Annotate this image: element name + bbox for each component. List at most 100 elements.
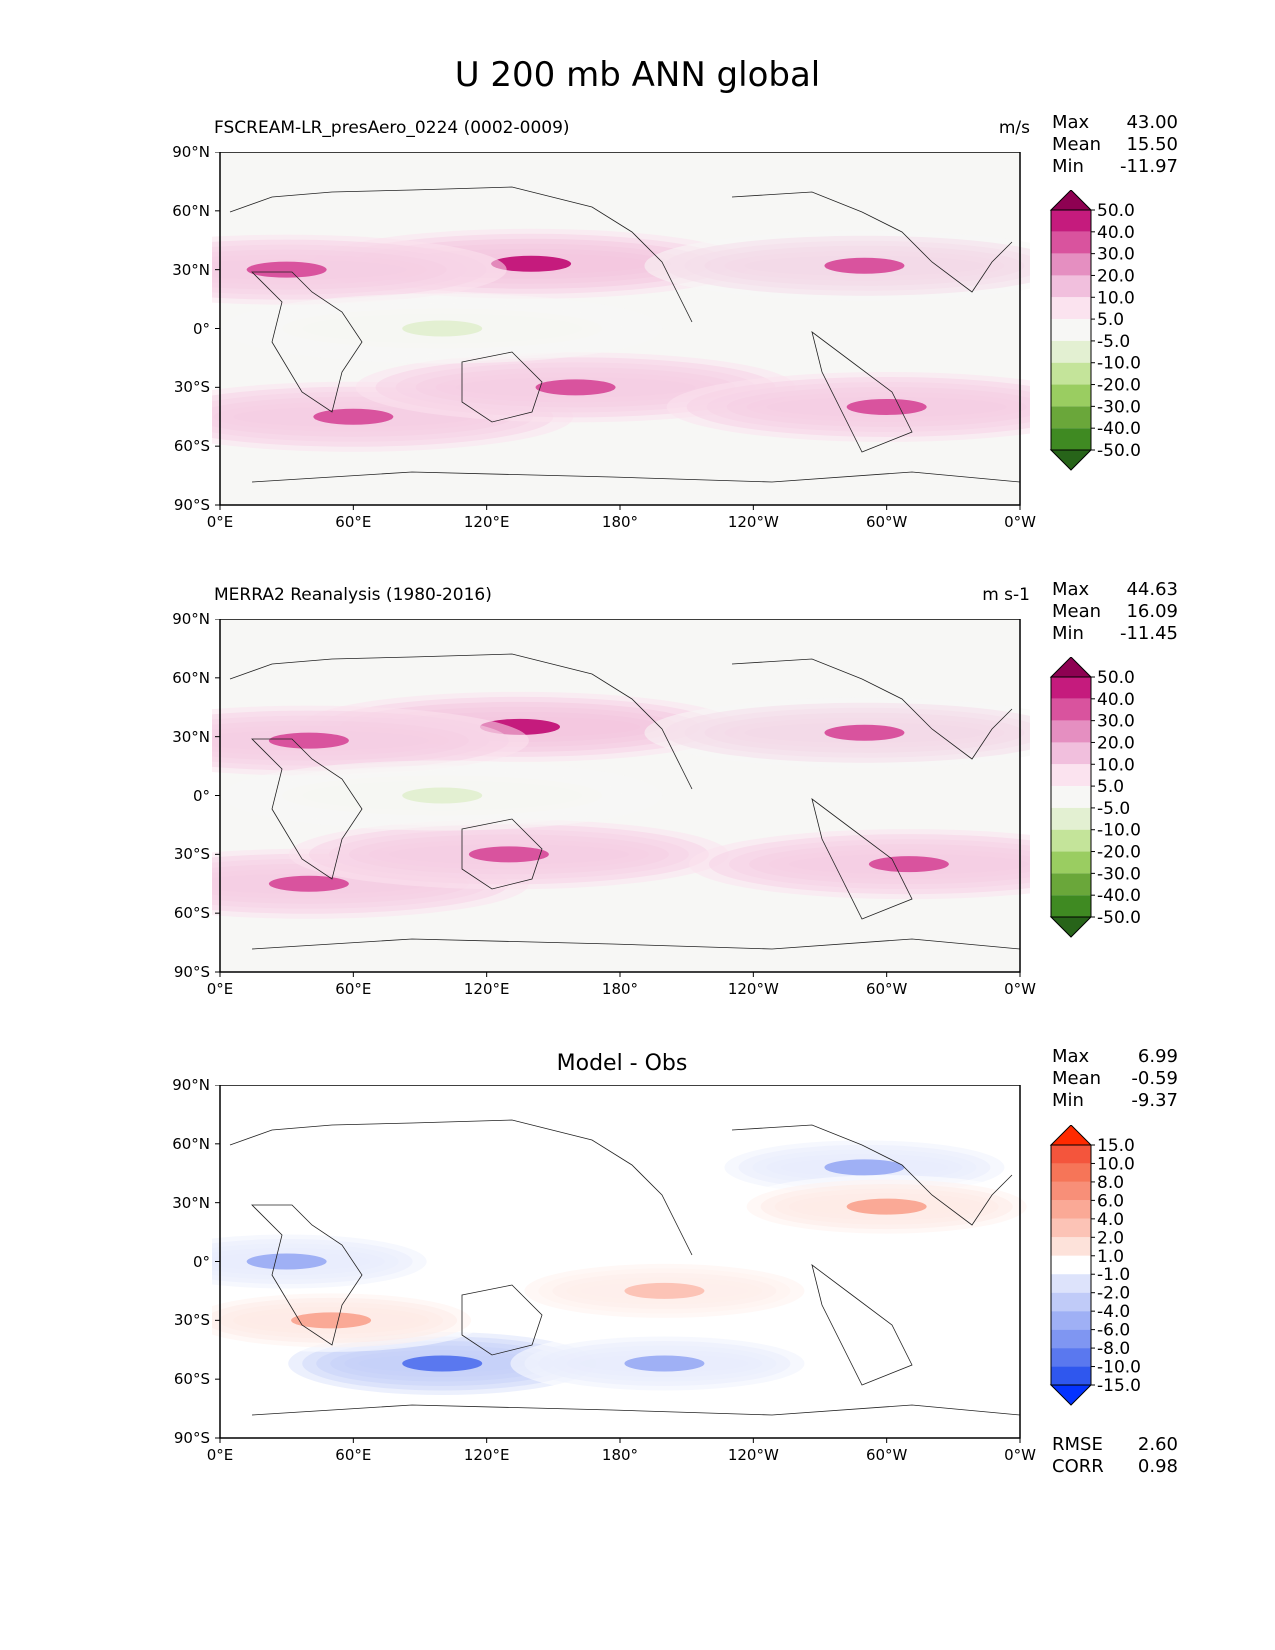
y-tick-label: 30°N — [172, 727, 210, 746]
metric-label: RMSE — [1052, 1434, 1103, 1455]
colorbar-tick-label: 50.0 — [1097, 668, 1135, 688]
x-tick-label: 0°W — [1004, 980, 1036, 998]
y-tick-label: 60°S — [173, 437, 210, 456]
colorbar-segment — [1051, 253, 1091, 276]
y-tick-label: 0° — [192, 786, 210, 805]
stat-label: Max — [1052, 1046, 1090, 1067]
stat-min: Min -11.45 — [1052, 623, 1178, 645]
y-tick-label: 30°N — [172, 260, 210, 279]
colorbar-segment — [1051, 895, 1091, 917]
y-tick-label: 60°S — [173, 904, 210, 923]
y-tick-label: 60°N — [172, 201, 210, 220]
y-tick-label: 30°S — [173, 1311, 210, 1330]
colorbar-segment — [1051, 1292, 1091, 1312]
field-extremum — [268, 875, 349, 892]
stat-label: Max — [1052, 579, 1090, 600]
stat-mean: Mean 15.50 — [1052, 134, 1178, 156]
x-tick-label: 0°W — [1004, 513, 1036, 531]
panel-title-left: FSCREAM-LR_presAero_0224 (0002-0009) — [214, 118, 570, 138]
coastline — [251, 1404, 1021, 1416]
coastline — [731, 191, 1013, 293]
colorbar-segment — [1051, 807, 1091, 830]
colorbar-tick-label: 20.0 — [1097, 733, 1135, 753]
colorbar-tick-label: -5.0 — [1097, 799, 1130, 819]
colorbar-segment — [1051, 851, 1091, 874]
colorbar-tick-label: -15.0 — [1097, 1376, 1141, 1396]
map-plot — [212, 619, 1030, 977]
x-tick-label: 120°W — [727, 1446, 779, 1464]
panel-title-center: Model - Obs — [556, 1051, 688, 1076]
colorbar-segment — [1051, 1329, 1091, 1349]
y-tick-label: 30°N — [172, 1193, 210, 1212]
field-extremum — [824, 257, 905, 274]
colorbar-segment — [1051, 384, 1091, 407]
field-extremum — [868, 856, 949, 873]
x-tick-label: 120°E — [463, 980, 510, 998]
colorbar-segment — [1051, 231, 1091, 254]
field-extremum — [246, 1253, 327, 1270]
stat-max: Max 6.99 — [1052, 1046, 1178, 1068]
metric-label: CORR — [1052, 1456, 1104, 1477]
panel-obs: MERRA2 Reanalysis (1980-2016) m s-1 Max 4… — [0, 0, 1275, 977]
colorbar-tick-label: 1.0 — [1097, 1247, 1124, 1267]
colorbar-segment — [1051, 210, 1091, 232]
colorbar-segment — [1051, 406, 1091, 429]
field-extremum — [402, 787, 483, 804]
colorbar-tick-label: -10.0 — [1097, 1358, 1141, 1378]
colorbar-segment — [1051, 1163, 1091, 1182]
colorbar-tick-label: -50.0 — [1097, 908, 1141, 928]
coastline — [251, 471, 1021, 483]
colorbar-tick-label: -40.0 — [1097, 886, 1141, 906]
colorbar-frame — [1050, 209, 1092, 451]
stat-value: 43.00 — [1126, 112, 1178, 133]
stat-max: Max 44.63 — [1052, 579, 1178, 601]
panel-model: FSCREAM-LR_presAero_0224 (0002-0009) m/s… — [0, 0, 1275, 510]
field-extremum — [846, 398, 927, 415]
colorbar-segment — [1051, 1366, 1091, 1385]
field-extremum — [824, 1159, 905, 1176]
coastline — [811, 1264, 913, 1386]
colorbar-tick-label: -6.0 — [1097, 1321, 1130, 1341]
colorbar-tick-label: 20.0 — [1097, 266, 1135, 286]
field-extremum — [624, 1355, 705, 1372]
colorbar-segment — [1051, 1348, 1091, 1367]
colorbar-tick-label: -20.0 — [1097, 843, 1141, 863]
coastline — [229, 653, 693, 790]
panel-units: m s-1 — [982, 585, 1030, 605]
field-extremum — [468, 846, 549, 863]
metric-corr: CORR 0.98 — [1052, 1456, 1178, 1478]
y-tick-label: 60°S — [173, 1370, 210, 1389]
x-tick-label: 180° — [601, 513, 639, 531]
colorbar-segment — [1051, 1255, 1091, 1275]
coastline — [229, 186, 693, 323]
field-contour — [688, 829, 1030, 900]
coastline — [251, 938, 1021, 950]
colorbar-segment — [1051, 786, 1091, 808]
colorbar-tick-label: 4.0 — [1097, 1210, 1124, 1230]
y-tick-label: 0° — [192, 319, 210, 338]
colorbar-tick-label: -5.0 — [1097, 332, 1130, 352]
colorbar-extend-bottom — [1049, 916, 1093, 938]
x-tick-label: 60°W — [865, 980, 908, 998]
x-tick-label: 0°E — [206, 513, 234, 531]
colorbar-tick-label: 8.0 — [1097, 1173, 1124, 1193]
stat-mean: Mean 16.09 — [1052, 601, 1178, 623]
stat-value: 6.99 — [1137, 1046, 1178, 1067]
colorbar-extend-top — [1049, 1125, 1093, 1146]
stat-label: Min — [1052, 156, 1084, 177]
x-tick-label: 180° — [601, 1446, 639, 1464]
x-tick-label: 120°E — [463, 1446, 510, 1464]
field-extremum — [846, 1198, 927, 1215]
colorbar-segment — [1051, 677, 1091, 699]
y-tick-label: 90°S — [173, 1429, 210, 1447]
field-extremum — [624, 1282, 705, 1299]
colorbar-tick-label: 50.0 — [1097, 201, 1135, 221]
field-contour — [212, 234, 507, 305]
stat-label: Max — [1052, 112, 1090, 133]
field-extremum — [402, 320, 483, 337]
map-plot — [212, 152, 1030, 510]
coastline — [251, 1204, 363, 1346]
coastline — [461, 351, 543, 423]
colorbar-tick-label: 30.0 — [1097, 712, 1135, 732]
colorbar-tick-label: 40.0 — [1097, 223, 1135, 243]
